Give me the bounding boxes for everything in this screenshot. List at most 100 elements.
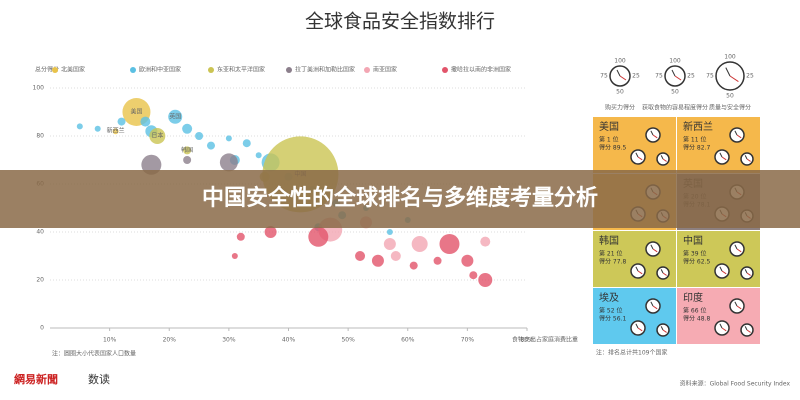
gauge-hand (729, 75, 739, 83)
cell-gauge-hand (662, 158, 667, 162)
country-rank: 第 39 位 (683, 250, 706, 258)
legend-label: 拉丁美洲和加勒比国家 (295, 66, 355, 74)
country-rank: 第 11 位 (683, 136, 706, 144)
y-tick-label: 80 (36, 133, 44, 140)
cell-gauge-hand (637, 156, 643, 161)
cell-gauge-hand (736, 134, 742, 139)
cell-gauge-hand (662, 329, 667, 333)
bubble (390, 251, 401, 261)
legend-label: 撒哈拉以南的非洲国家 (451, 66, 511, 74)
cell-gauge-hand (635, 266, 639, 272)
country-name: 中国 (683, 234, 703, 247)
bubble (255, 152, 262, 159)
x-tick-label: 70% (461, 337, 475, 344)
x-tick-label: 40% (282, 337, 296, 344)
bubble (469, 271, 478, 280)
y-tick-label: 40 (36, 229, 44, 236)
cell-gauge-hand (635, 152, 639, 158)
x-tick-label: 20% (163, 337, 177, 344)
bubble (411, 236, 428, 252)
country-rank: 第 1 位 (599, 136, 619, 144)
bubble (112, 128, 119, 135)
cell-gauge-hand (719, 266, 723, 272)
gauge-label: 质量与安全得分 (709, 104, 751, 112)
y-tick-label: 100 (33, 85, 45, 92)
cell-gauge-hand (660, 326, 664, 331)
country-name: 埃及 (599, 291, 619, 304)
country-name: 韩国 (599, 234, 619, 247)
bubble (264, 226, 277, 238)
bubble (439, 234, 460, 254)
gauge-tick: 75 (655, 73, 663, 80)
country-score: 得分 77.8 (599, 258, 626, 266)
logo-shudu: 数读 (88, 372, 110, 386)
cell-gauge-hand (734, 301, 738, 307)
cell-gauge-hand (635, 323, 639, 329)
cell-gauge-hand (721, 156, 727, 161)
gauge-tick: 50 (671, 89, 679, 96)
gauge-hand (674, 75, 682, 81)
cell-gauge-hand (652, 248, 658, 253)
country-name: 新西兰 (683, 120, 713, 133)
bubble (182, 123, 193, 134)
bubble-label: 韩国 (181, 146, 193, 154)
cell-gauge-hand (660, 155, 664, 160)
bubble (480, 236, 491, 247)
bubble (386, 229, 393, 235)
gauge-hand (671, 69, 676, 77)
country-rank: 第 52 位 (599, 307, 622, 315)
bubble (461, 254, 474, 267)
gauge-label: 获取食物的容易程度得分 (642, 104, 708, 112)
cell-gauge-hand (721, 270, 727, 275)
x-tick-label: 30% (222, 337, 236, 344)
bubble (168, 109, 183, 124)
banner-title: 中国安全性的全球排名与多维度考量分析 (202, 185, 598, 211)
bubble-label: 新西兰 (107, 127, 125, 135)
bubble-label: 英国 (169, 112, 181, 120)
gauge-label: 购买力得分 (605, 104, 635, 112)
bubble (140, 116, 151, 127)
country-score: 得分 62.5 (683, 258, 710, 266)
bubble (219, 153, 238, 172)
legend-marker (286, 67, 292, 73)
bubble (433, 256, 442, 265)
cell-gauge-hand (721, 327, 727, 332)
legend-label: 东亚和太平洋国家 (217, 66, 265, 74)
cell-gauge-hand (637, 327, 643, 332)
gauge-tick: 50 (616, 89, 624, 96)
bubble (242, 139, 251, 148)
cell-gauge-hand (652, 134, 658, 139)
title: 全球食品安全指数排行 (305, 11, 495, 33)
bubble (141, 154, 162, 175)
gauge-hand (616, 69, 621, 77)
country-name: 美国 (599, 120, 619, 133)
cell-gauge-hand (734, 244, 738, 250)
x-tick-label: 80% (520, 337, 534, 344)
cell-gauge-hand (744, 269, 748, 274)
gauge-hand (725, 67, 731, 77)
bubble (225, 135, 232, 142)
legend-marker (208, 67, 214, 73)
bubble (236, 232, 245, 241)
bubble-label: 日本 (151, 132, 163, 140)
legend-label: 欧洲和中亚国家 (139, 66, 181, 74)
cell-gauge-hand (719, 152, 723, 158)
cell-gauge-hand (744, 326, 748, 331)
bubble (409, 261, 418, 270)
bubble (383, 238, 396, 250)
bubble (355, 251, 366, 261)
legend-marker (52, 67, 58, 73)
legend-marker (364, 67, 370, 73)
gauge-tick: 75 (600, 73, 608, 80)
country-name: 印度 (683, 291, 703, 304)
logo-netease: 網易新聞 (14, 372, 58, 386)
country-score: 得分 48.8 (683, 315, 710, 323)
bubble (206, 141, 215, 150)
gauge-tick: 25 (632, 73, 640, 80)
y-tick-label: 20 (36, 277, 44, 284)
cell-gauge-hand (650, 130, 654, 136)
cell-gauge-hand (719, 323, 723, 329)
country-score: 得分 89.5 (599, 144, 626, 152)
cell-gauge-hand (746, 158, 751, 162)
